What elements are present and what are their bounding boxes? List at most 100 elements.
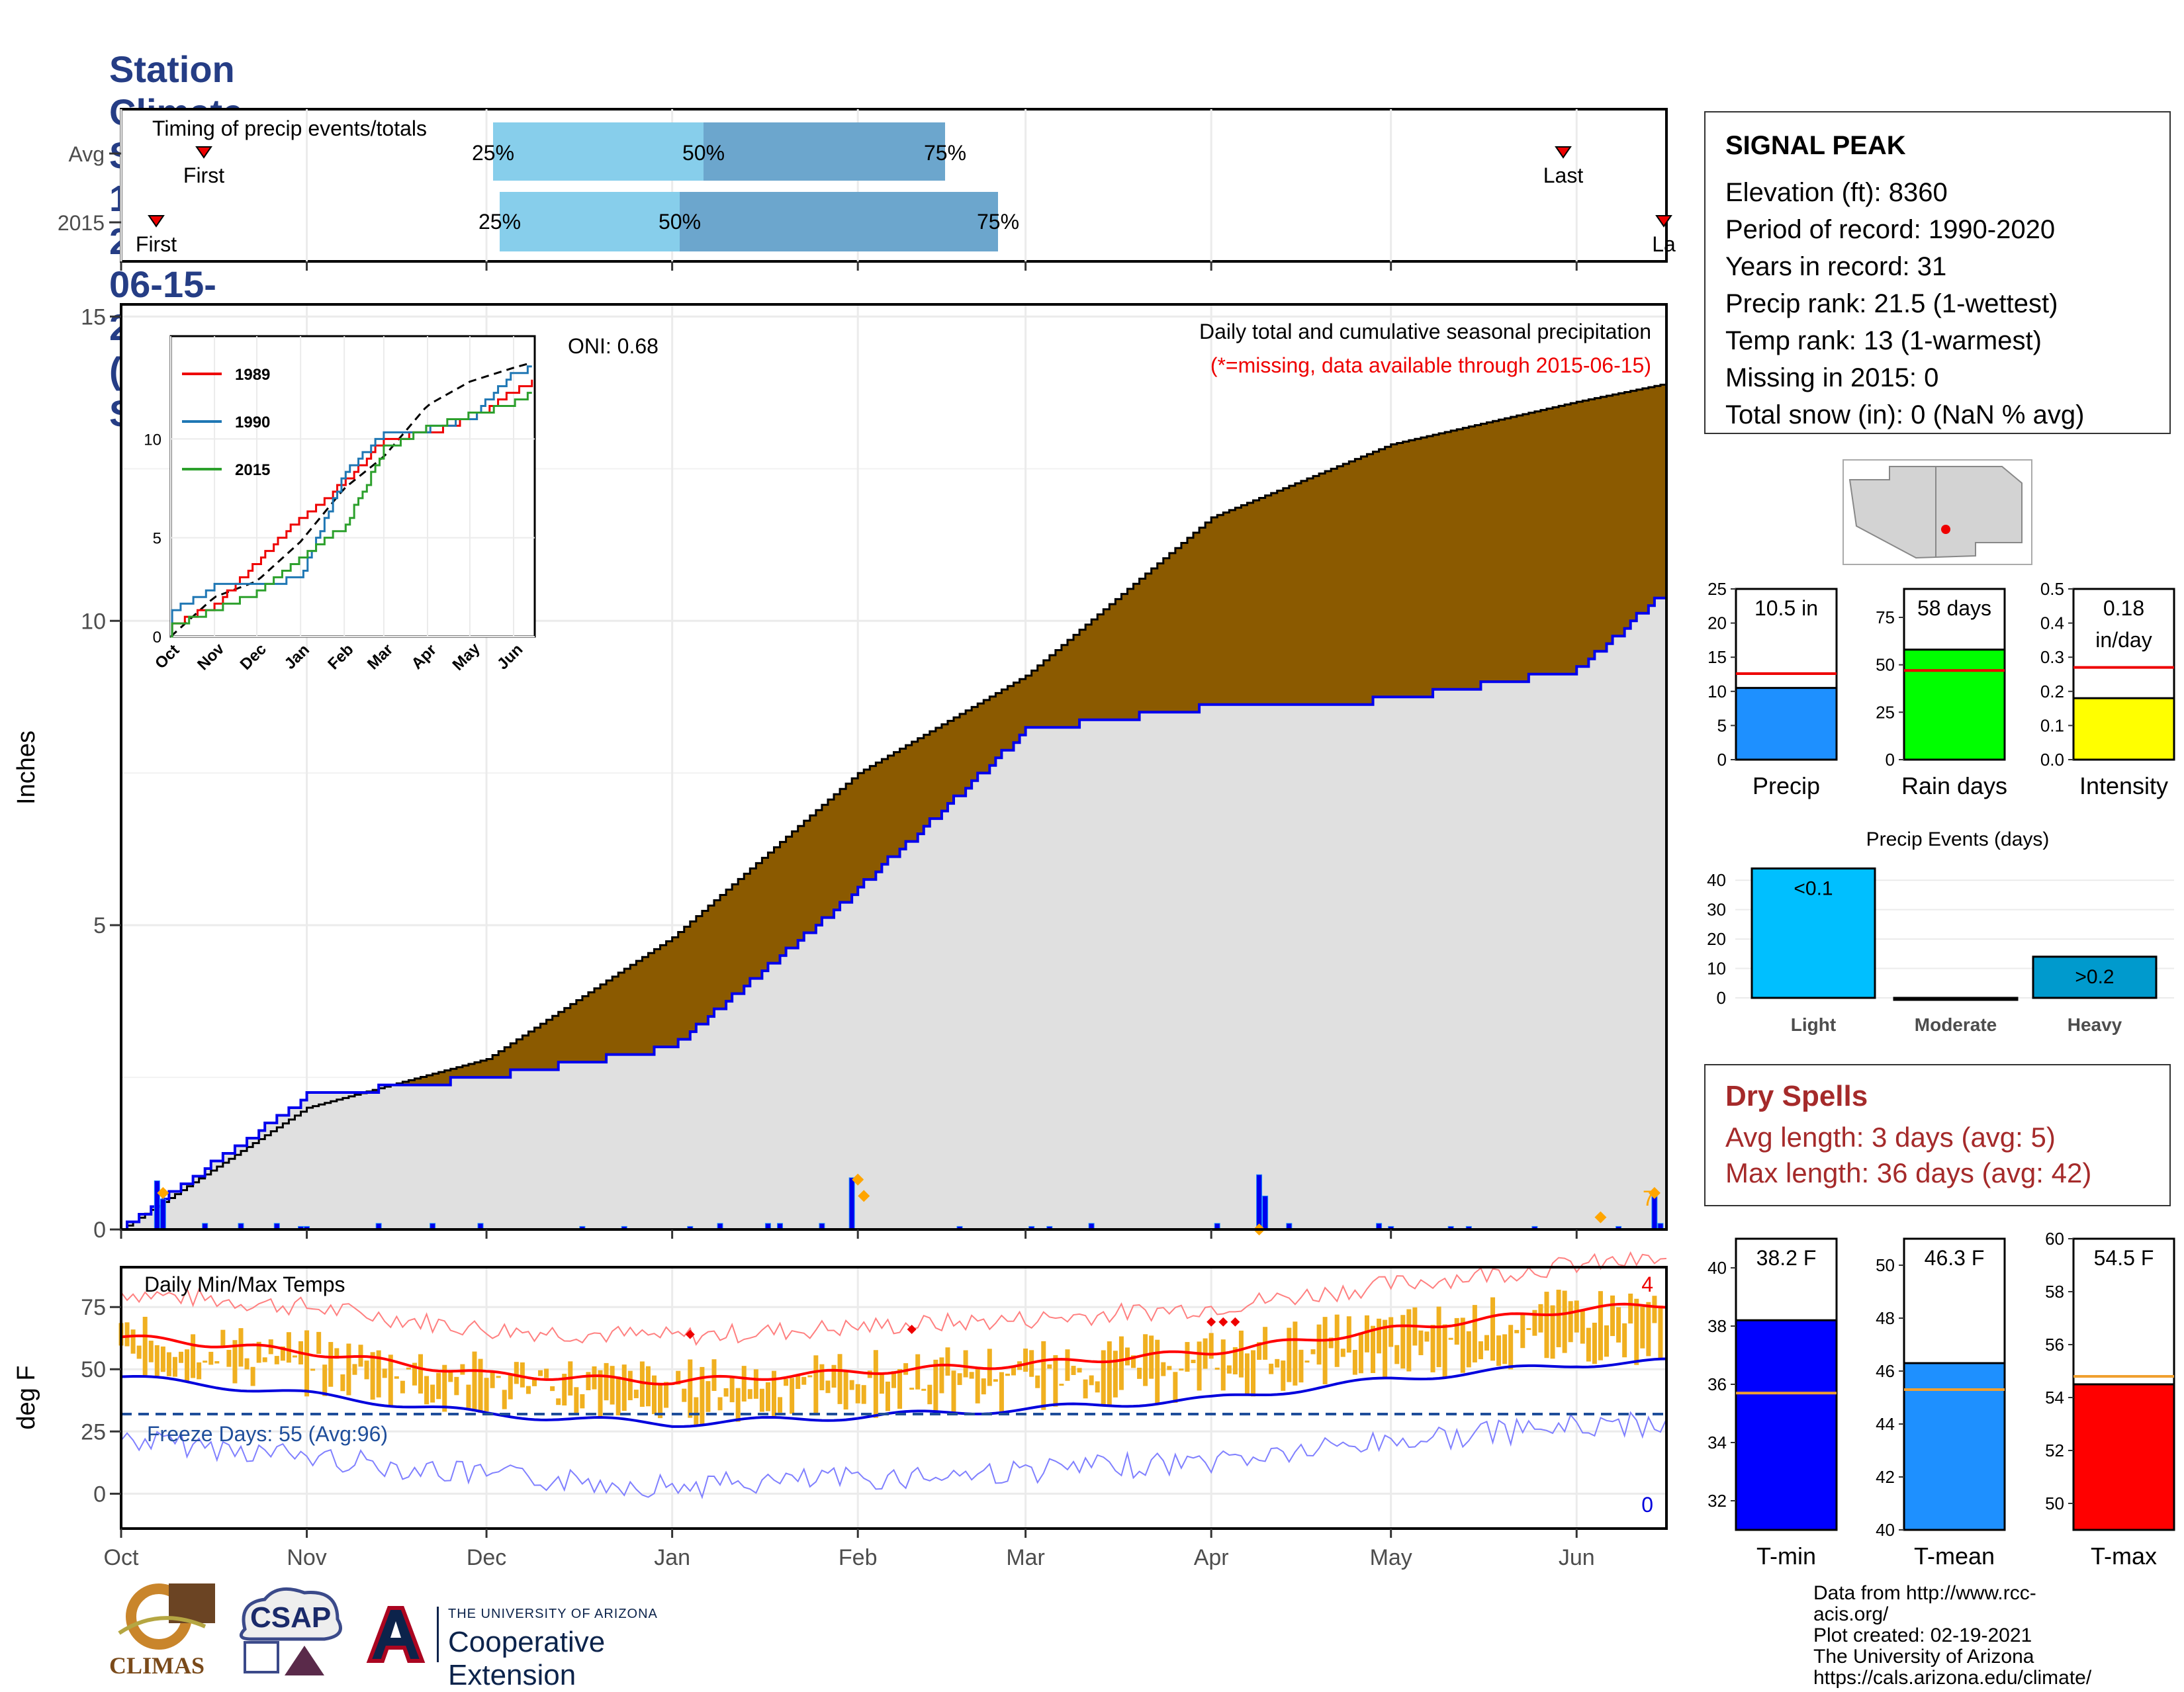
temp-daily-bar — [244, 1358, 250, 1370]
temp-daily-bar — [694, 1397, 699, 1425]
station-line: Precip rank: 21.5 (1-wettest) — [1725, 289, 2058, 318]
station-line: Missing in 2015: 0 — [1725, 363, 1939, 392]
inset-y-tick-label: 0 — [153, 629, 161, 646]
credit-line: Data from http://www.rcc-acis.org/ — [1813, 1582, 2036, 1625]
temp-daily-bar — [1167, 1366, 1172, 1370]
month-tick-label: Dec — [467, 1545, 506, 1570]
temp-daily-bar — [735, 1388, 741, 1422]
temp-daily-bar — [1214, 1367, 1220, 1370]
temp-daily-bar — [490, 1370, 495, 1388]
inset-y-tick-label: 10 — [144, 431, 161, 449]
precip-corner-note: 7 — [1643, 1186, 1655, 1210]
stat-bar-tick-label: 25 — [1707, 579, 1727, 599]
stat-bar-value — [1735, 687, 1838, 761]
temp-daily-bar — [1658, 1305, 1663, 1360]
stat-bar-value-label: 58 days — [1917, 596, 1991, 620]
temp-daily-bar — [1113, 1351, 1118, 1398]
freeze-days-label: Freeze Days: 55 (Avg:96) — [147, 1422, 388, 1446]
temp-daily-bar — [1083, 1379, 1088, 1399]
temp-daily-bar — [525, 1386, 531, 1394]
temp-record-marker — [1218, 1317, 1228, 1327]
temp-daily-bar — [951, 1370, 956, 1412]
temp-daily-bar — [124, 1322, 130, 1347]
temp-daily-bar — [1364, 1315, 1369, 1353]
temp-daily-bar — [1137, 1367, 1142, 1379]
temp-daily-bar — [1538, 1304, 1543, 1333]
temp-record-marker — [1230, 1317, 1240, 1327]
temp-daily-bar — [639, 1361, 645, 1407]
precip-caption: Daily total and cumulative seasonal prec… — [1199, 320, 1651, 343]
temp-daily-bar — [310, 1368, 316, 1371]
temp-daily-bar — [346, 1343, 351, 1396]
events-bar-label: >0.2 — [2075, 966, 2114, 988]
ua-a-icon — [366, 1606, 426, 1663]
precip-missing-marker — [1594, 1211, 1607, 1224]
temp-daily-bar — [1191, 1359, 1196, 1363]
temp-daily-bar — [262, 1357, 267, 1362]
temp-daily-bar — [1383, 1319, 1388, 1378]
temp-daily-bar — [1041, 1341, 1046, 1410]
month-tick-label: Apr — [1194, 1545, 1229, 1570]
climas-logo-graphic — [118, 1583, 215, 1650]
temp-daily-bar — [1556, 1290, 1561, 1347]
temp-daily-bar — [1310, 1349, 1316, 1355]
temp-y-tick-label: 0 — [93, 1482, 106, 1507]
month-tick-label: Nov — [287, 1545, 326, 1570]
temp-daily-bar — [1328, 1337, 1334, 1349]
precip-daily-bar — [1262, 1195, 1269, 1230]
temp-daily-bar — [166, 1352, 171, 1376]
temp-daily-bar — [484, 1378, 489, 1411]
timing-bar-50-75 — [680, 192, 998, 251]
temp-daily-bar — [1562, 1290, 1567, 1353]
events-bar — [1893, 997, 2019, 1001]
temp-daily-bar — [370, 1352, 375, 1400]
stat-bar-tick-label: 32 — [1707, 1491, 1727, 1511]
temp-daily-bar — [531, 1377, 537, 1386]
stat-bar-tick-label: 40 — [1707, 1258, 1727, 1278]
ua-small-text: THE UNIVERSITY OF ARIZONA — [448, 1607, 658, 1621]
timing-first-label: First — [136, 232, 177, 256]
temp-daily-bar — [879, 1374, 884, 1394]
temp-daily-bar — [933, 1359, 938, 1411]
temp-daily-bar — [861, 1385, 866, 1404]
temp-daily-bar — [1448, 1337, 1453, 1340]
temp-daily-bar — [813, 1355, 819, 1416]
temp-daily-bar — [364, 1360, 369, 1380]
temp-daily-bar — [172, 1357, 177, 1377]
temp-daily-bar — [1101, 1350, 1106, 1407]
stat-bar-value-label-2: in/day — [2095, 628, 2152, 652]
temp-daily-bar — [1257, 1342, 1262, 1360]
temp-daily-bar — [688, 1359, 693, 1418]
temp-daily-bar — [645, 1366, 651, 1407]
temp-daily-bar — [790, 1378, 795, 1414]
temp-daily-bar — [316, 1331, 322, 1355]
events-title: Precip Events (days) — [1866, 828, 2050, 850]
precip-y-tick-label: 5 — [93, 913, 106, 938]
events-tick-label: 30 — [1707, 900, 1726, 920]
precip-daily-bar — [159, 1198, 166, 1230]
precip-daily-bar — [154, 1180, 160, 1230]
inset-legend-label: 1989 — [235, 366, 270, 384]
temp-daily-bar — [700, 1366, 705, 1425]
stat-bar-tick-label: 40 — [1876, 1520, 1895, 1540]
temp-daily-bar — [580, 1394, 585, 1409]
temp-daily-bar — [1238, 1330, 1244, 1378]
temp-daily-bar — [705, 1381, 711, 1412]
timing-last-marker — [1555, 146, 1572, 159]
temp-daily-bar — [855, 1384, 860, 1403]
temp-daily-bar — [651, 1375, 657, 1415]
temp-panel-label: Daily Min/Max Temps — [144, 1272, 345, 1296]
temp-daily-bar — [1226, 1365, 1232, 1374]
temp-daily-bar — [1436, 1306, 1441, 1368]
temp-daily-bar — [1424, 1331, 1430, 1342]
temp-daily-bar — [586, 1372, 591, 1390]
temp-daily-bar — [1232, 1347, 1238, 1374]
dry-spells-box: Dry Spells Avg length: 3 days (avg: 5) M… — [1704, 1064, 2171, 1206]
temp-daily-bar — [1161, 1362, 1166, 1376]
temp-daily-bar — [1304, 1360, 1310, 1363]
inset-y-tick-label: 5 — [153, 530, 161, 548]
timing-last-marker — [1655, 215, 1672, 228]
temp-daily-bar — [436, 1372, 441, 1400]
timing-bar-25-50 — [493, 122, 704, 181]
precip-missing-note: (*=missing, data available through 2015-… — [1210, 353, 1651, 377]
